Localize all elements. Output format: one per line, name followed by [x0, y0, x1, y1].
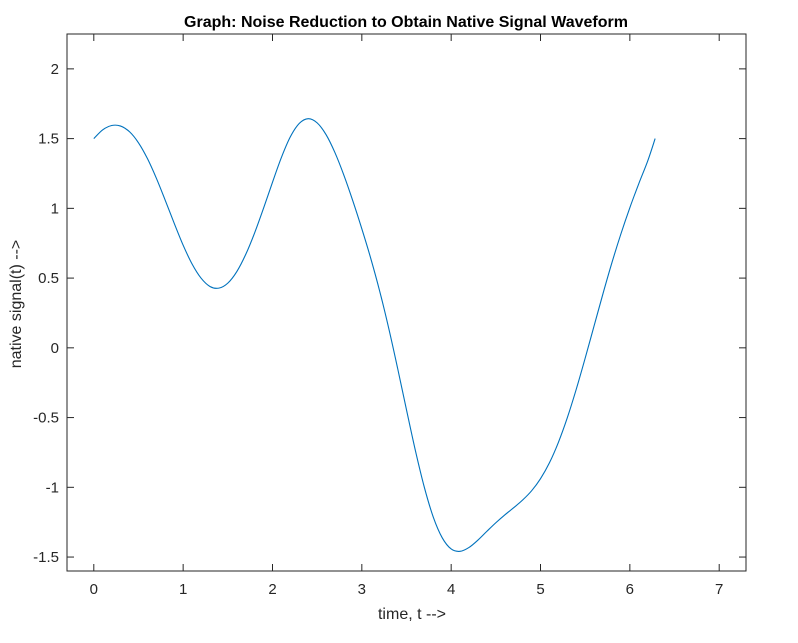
x-tick-label: 3: [358, 581, 366, 598]
y-tick-label: 0.5: [38, 270, 59, 287]
chart-title: Graph: Noise Reduction to Obtain Native …: [184, 14, 628, 31]
y-tick-label: -0.5: [33, 410, 59, 427]
x-tick-label: 1: [179, 581, 187, 598]
y-tick-label: -1.5: [33, 549, 59, 566]
plot-area: [67, 34, 746, 571]
x-tick-labels: 0 1 2 3 4 5 6 7: [90, 581, 724, 598]
x-tick-label: 2: [268, 581, 276, 598]
y-tick-label: 0: [51, 340, 59, 357]
x-axis-title: time, t -->: [378, 606, 446, 623]
x-tick-label: 5: [536, 581, 544, 598]
y-tick-labels: -1.5 -1 -0.5 0 0.5 1 1.5 2: [33, 61, 59, 566]
x-tick-label: 4: [447, 581, 455, 598]
x-tick-label: 0: [90, 581, 98, 598]
signal-line: [93, 118, 656, 552]
y-tick-label: -1: [46, 479, 59, 496]
y-tick-label: 2: [51, 61, 59, 78]
y-axis-title: native signal(t) -->: [8, 240, 25, 369]
y-tick-label: 1: [51, 200, 59, 217]
x-tick-label: 6: [626, 581, 634, 598]
x-tick-label: 7: [715, 581, 723, 598]
y-tick-label: 1.5: [38, 131, 59, 148]
axes-box: [66, 33, 747, 572]
tick-marks: [67, 34, 746, 571]
